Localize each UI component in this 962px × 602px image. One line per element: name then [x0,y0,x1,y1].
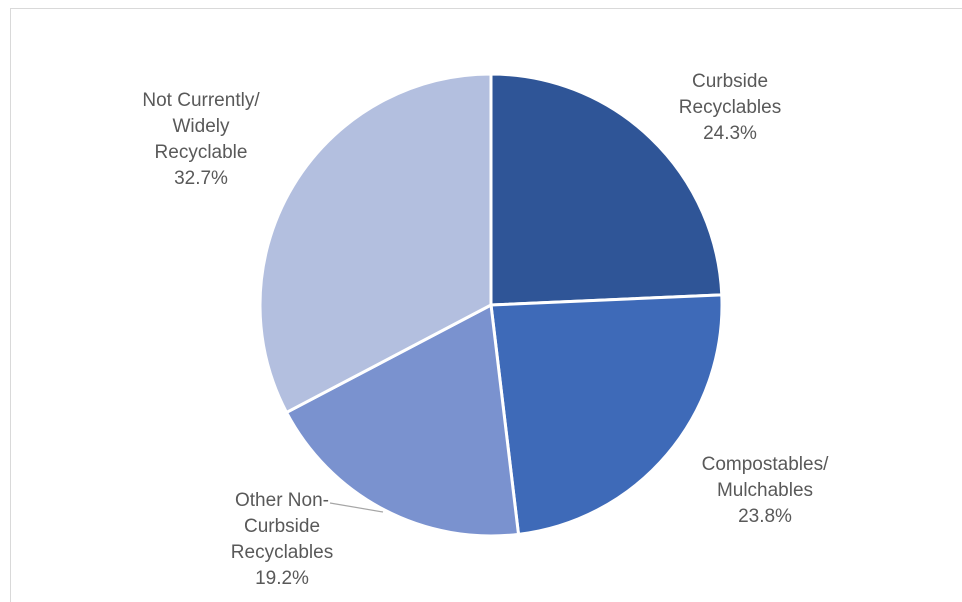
pie-slice-4 [258,72,493,414]
leader-lines [329,502,384,513]
slice-value-label: 19.2% [255,568,309,589]
slice-name-line: Compostables/ [702,454,829,475]
leader-line-3 [329,502,384,513]
slice-name-line: Curbside [692,71,768,92]
slice-name-line: Widely [172,116,230,137]
slice-name-line: Recyclable [155,142,248,163]
pie-slice-2 [489,293,724,536]
slice-label-1: Curbside Recyclables 24.3% [679,71,781,144]
slice-labels: Curbside Recyclables 24.3% Compostables/Mul… [142,71,829,589]
slice-value-label: 32.7% [174,168,228,189]
pie-slice-3 [285,303,521,538]
slice-name-line: Recyclables [231,542,333,563]
slice-value-label: 24.3% [703,123,757,144]
slice-label-3: Other Non- Curbside Recyclables 19.2% [231,490,333,589]
slice-name-line: Mulchables [717,480,813,501]
slice-name-line: Not Currently/ [142,90,260,111]
slice-name-line: Curbside [244,516,320,537]
slice-name-line: Recyclables [679,97,781,118]
chart-frame [10,8,962,602]
slice-value-label: 23.8% [738,506,792,527]
slice-name-line: Other Non- [235,490,329,511]
pie-slices [258,72,724,538]
slice-label-2: Compostables/Mulchables 23.8% [702,454,829,527]
slice-label-4: Not Currently/Widely Recyclable 32.7% [142,90,260,189]
pie-slice-1 [489,72,724,307]
